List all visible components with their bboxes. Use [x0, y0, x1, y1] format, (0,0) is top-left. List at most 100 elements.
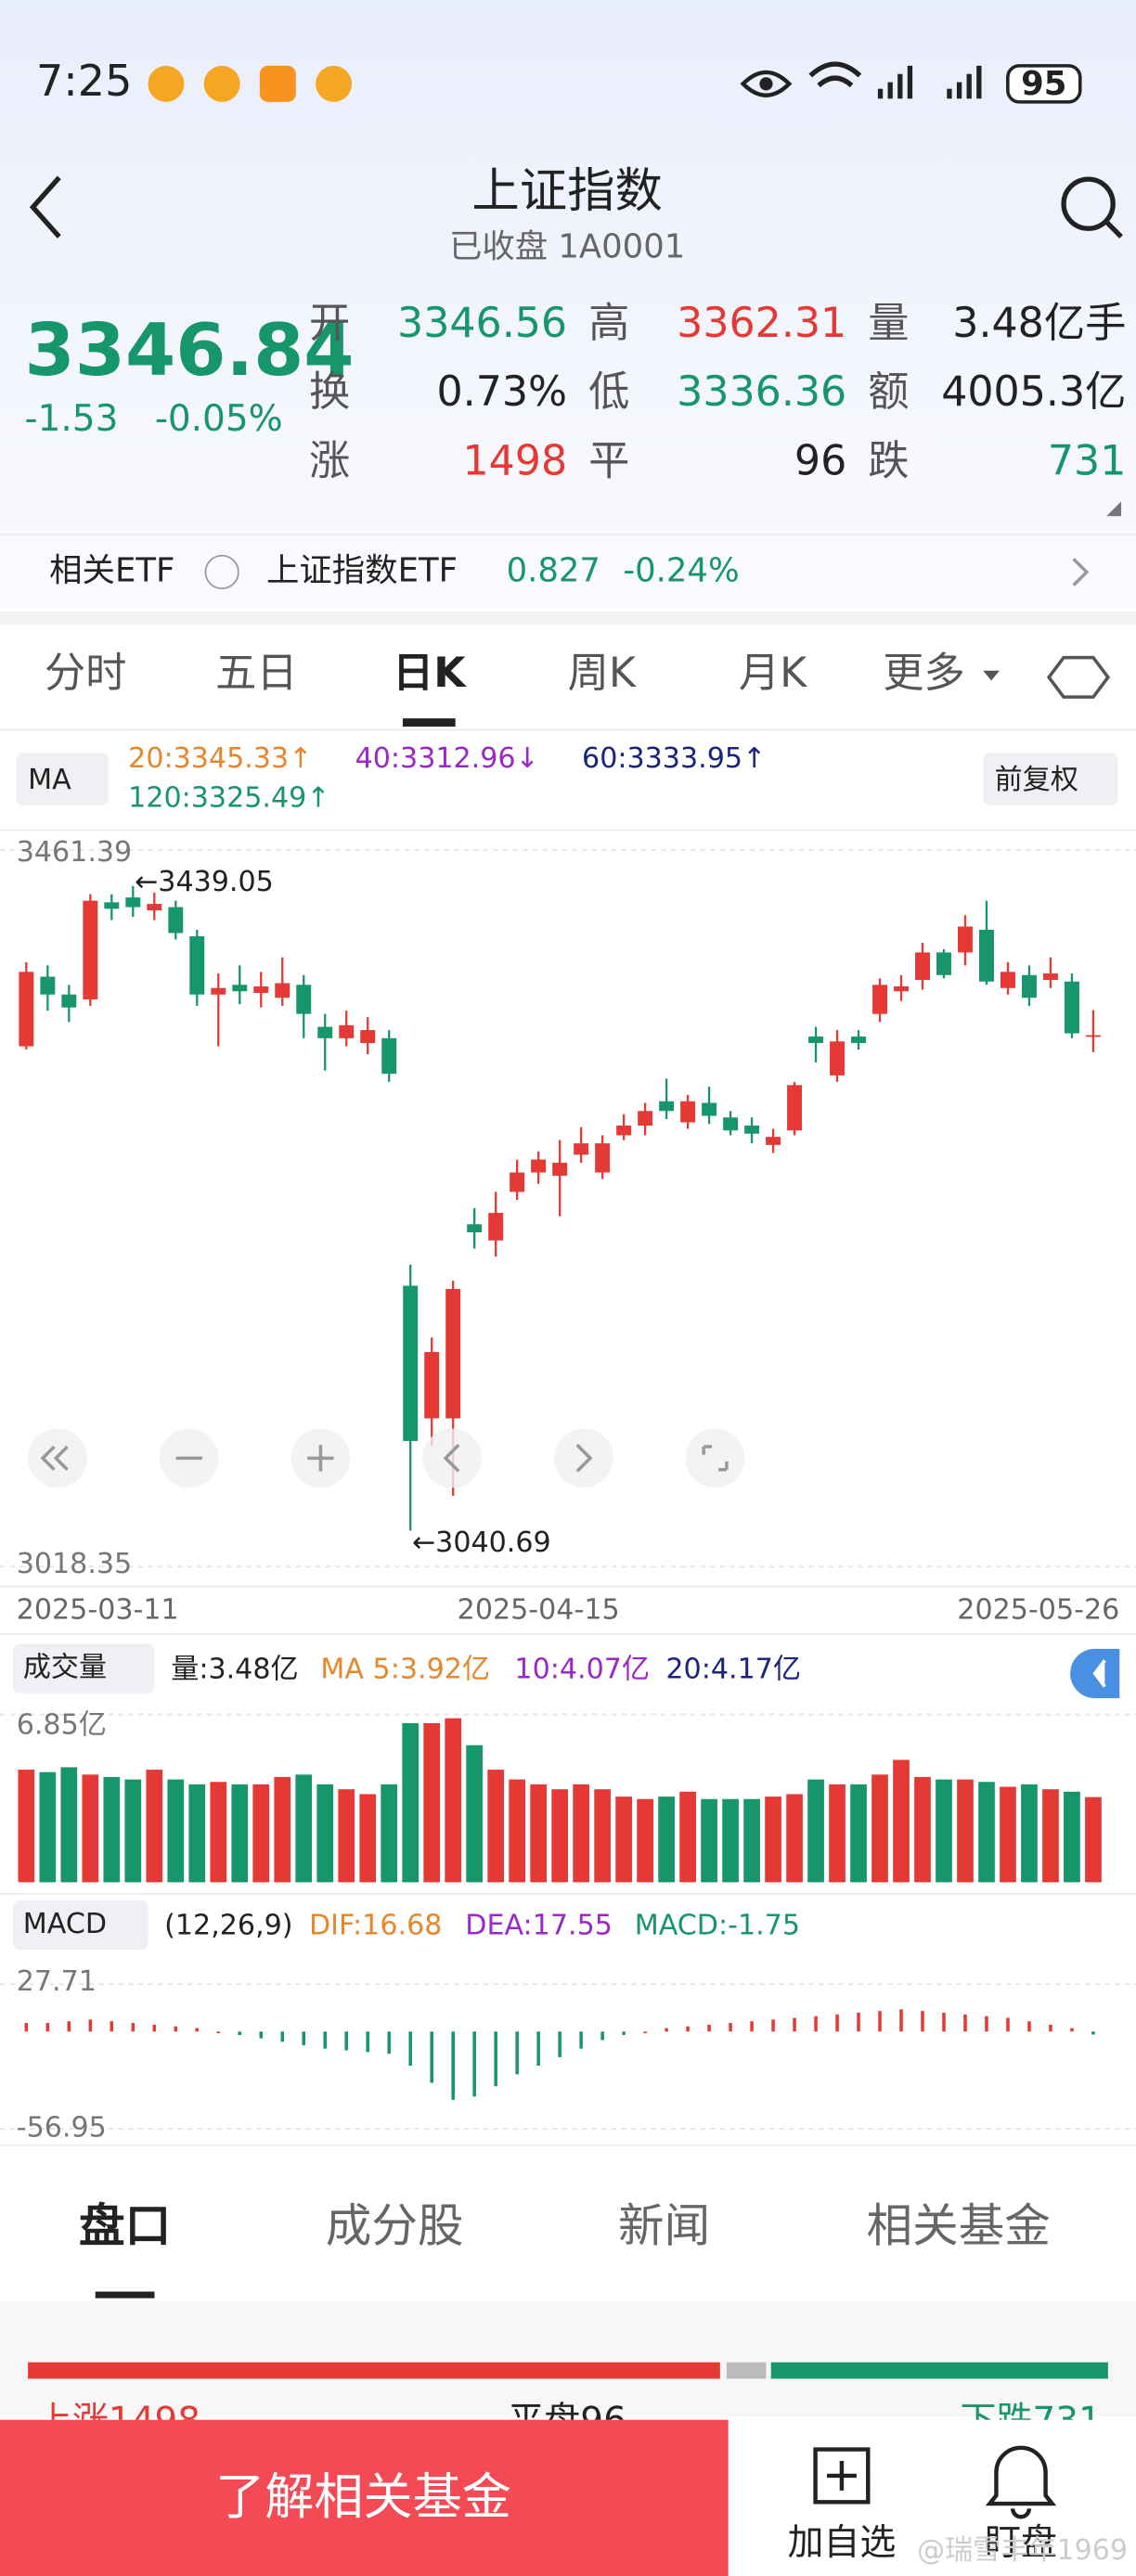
etf-arrow[interactable] [1072, 558, 1090, 586]
primary-button[interactable] [0, 2419, 729, 2576]
info-icon[interactable] [204, 554, 239, 590]
volume-bar [60, 1767, 78, 1883]
volume-bar [893, 1759, 910, 1883]
field-value: 1498 [462, 438, 567, 485]
field-value: 3362.31 [677, 300, 846, 347]
field-label: 高 [588, 300, 629, 347]
candle-body [552, 1163, 568, 1176]
volume-bar [615, 1797, 632, 1883]
volume-bar [231, 1784, 249, 1883]
bottom-tab[interactable]: 成分股 [326, 2199, 464, 2253]
volume-bar [82, 1774, 99, 1883]
side-tab[interactable] [1066, 1645, 1123, 1702]
volume-selector[interactable]: 成交量 [23, 1652, 107, 1684]
volume-bar [743, 1798, 760, 1883]
back-button[interactable] [29, 175, 61, 238]
candle-body [275, 983, 290, 998]
macd-legend: MACD:-1.75 [635, 1910, 800, 1942]
candle-body [808, 1037, 824, 1044]
candle-body [787, 1085, 803, 1131]
ma-selector[interactable]: MA [28, 764, 71, 796]
volume-bar [252, 1784, 270, 1883]
search-button[interactable] [1061, 176, 1123, 238]
adjust-bg[interactable] [983, 753, 1118, 806]
y-tick-label: 3461.39 [17, 836, 133, 869]
volume-bar [1021, 1784, 1038, 1883]
candle-body [1021, 974, 1037, 998]
macd-params: (12,26,9) [164, 1910, 292, 1942]
candle-body [40, 976, 56, 995]
volume-bar [1085, 1797, 1102, 1883]
candle-body [211, 987, 226, 995]
macd-selector[interactable]: MACD [23, 1908, 107, 1940]
candle-body [936, 952, 951, 975]
volume-bar [573, 1784, 589, 1883]
candle-body [83, 900, 98, 999]
volume-bar [466, 1745, 484, 1883]
alert-icon[interactable] [985, 2445, 1057, 2519]
breadth-up [28, 2362, 720, 2379]
bottom-tab[interactable]: 相关基金 [867, 2199, 1051, 2253]
tab-underline [402, 718, 456, 728]
candle-body [467, 1224, 483, 1233]
field-label: 低 [588, 368, 629, 416]
field-value: 3336.36 [677, 368, 846, 416]
period-tab[interactable]: 分时 [45, 650, 127, 697]
x-tick-label: 2025-05-26 [957, 1594, 1119, 1627]
candle-body [574, 1143, 589, 1155]
volume-bar [210, 1782, 227, 1883]
volume-bar [338, 1789, 355, 1883]
candle-body [1064, 981, 1079, 1034]
y-tick-label: 27.71 [17, 1965, 97, 1998]
volume-legend: 20:4.17亿 [665, 1653, 801, 1685]
adjust[interactable]: 前复权 [995, 764, 1078, 796]
volume-bar [679, 1791, 696, 1883]
candle-body [1042, 973, 1058, 981]
period-tab[interactable]: 更多 [883, 650, 965, 697]
settings-icon[interactable] [1046, 655, 1111, 699]
volume-selector-bg[interactable] [13, 1643, 155, 1694]
add-icon[interactable] [813, 2447, 871, 2505]
volume-bar [316, 1784, 334, 1883]
bottom-tab-underline [95, 2291, 155, 2299]
candle-body [595, 1143, 611, 1173]
candle-body [317, 1026, 333, 1038]
volume-bar [850, 1784, 867, 1883]
clock: 7:25 [36, 56, 132, 106]
candle-body [168, 907, 184, 934]
period-tab[interactable]: 月K [739, 650, 807, 697]
volume-bar [914, 1776, 931, 1883]
macd-selector-bg[interactable] [13, 1900, 148, 1951]
volume-legend: 量:3.48亿 [171, 1653, 298, 1685]
gap [0, 612, 1136, 625]
volume-bar [701, 1798, 717, 1883]
ma-selector-bg[interactable] [16, 753, 109, 806]
volume-bar [381, 1784, 398, 1883]
alert-label[interactable]: 盯盘 [985, 2522, 1057, 2564]
etf-label: 相关ETF [49, 551, 174, 589]
volume-bar [18, 1770, 35, 1883]
primary-button-label[interactable]: 了解相关基金 [215, 2468, 511, 2526]
field-value: 96 [794, 438, 846, 485]
field-value: 3.48亿手 [952, 300, 1126, 347]
volume-legend: MA 5:3.92亿 [320, 1653, 490, 1685]
volume-bar [957, 1779, 974, 1883]
etf-name[interactable]: 上证指数ETF [266, 551, 458, 589]
period-tab[interactable]: 周K [568, 650, 637, 697]
macd-legend: DIF:16.68 [309, 1910, 442, 1942]
ma-legend: 120:3325.49↑ [128, 781, 329, 814]
volume-bar [146, 1770, 163, 1883]
price-change: -1.53 [25, 398, 119, 440]
bottom-tab[interactable]: 盘口 [79, 2199, 171, 2253]
candle-body [147, 904, 162, 911]
bottom-tab[interactable]: 新闻 [618, 2199, 710, 2253]
dropdown [983, 670, 1000, 681]
period-tab[interactable]: 五日 [215, 650, 298, 697]
volume-bar [167, 1779, 185, 1883]
last-price: 3346.84 [25, 309, 355, 393]
add-label[interactable]: 加自选 [787, 2522, 896, 2564]
period-tab[interactable]: 日K [393, 650, 467, 697]
volume-bar [829, 1784, 846, 1883]
candle-body [424, 1352, 440, 1419]
